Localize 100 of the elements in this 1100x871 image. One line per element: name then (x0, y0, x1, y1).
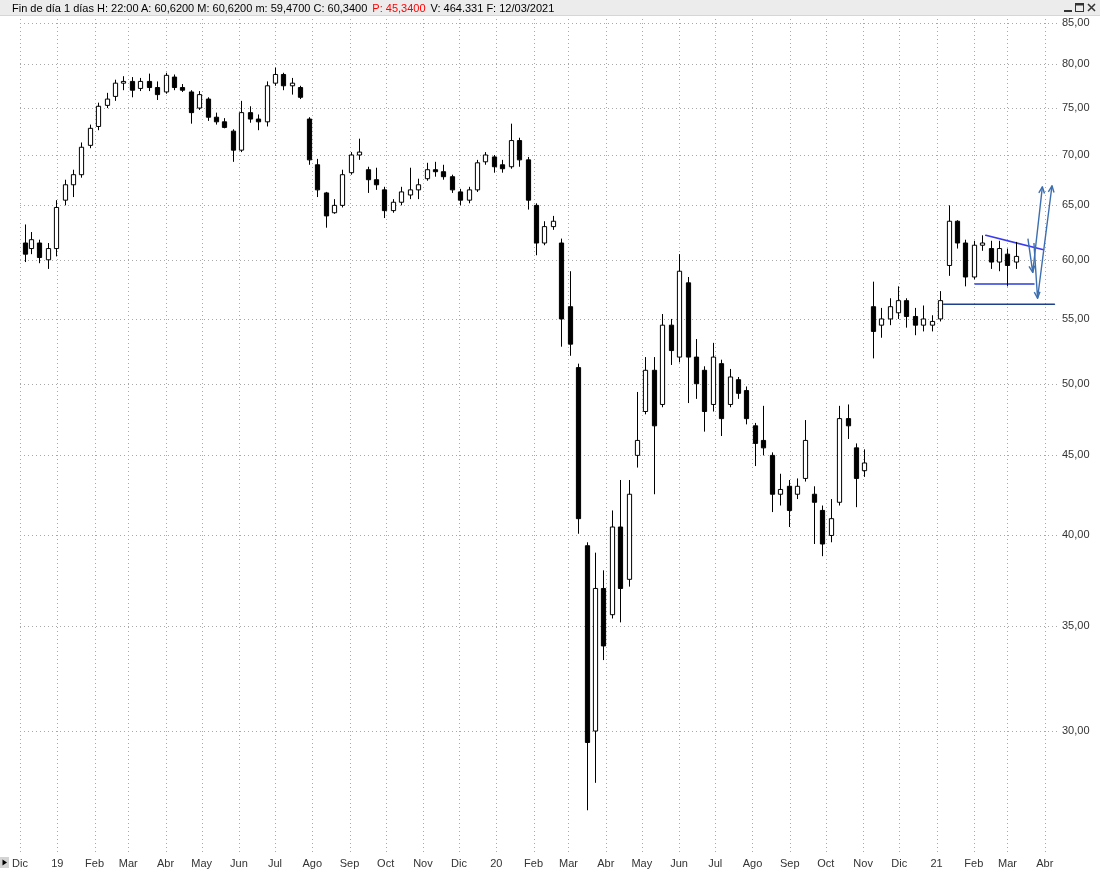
x-tick-label: Nov (853, 856, 874, 869)
candlestick (541, 220, 548, 246)
candlestick (836, 405, 843, 507)
candlestick (996, 240, 1003, 272)
candlestick (474, 159, 481, 193)
y-tick-label: 45,00 (1062, 448, 1090, 461)
candlestick (895, 285, 902, 320)
candlestick (550, 215, 557, 231)
y-tick-label: 70,00 (1062, 147, 1090, 160)
candlestick (600, 569, 607, 661)
candlestick (104, 92, 111, 109)
candlestick (264, 80, 271, 127)
candlestick (196, 90, 203, 111)
candlestick (499, 159, 506, 174)
candlestick (62, 179, 69, 206)
candlestick (339, 169, 346, 208)
candlestick (348, 151, 355, 176)
x-tick-label: 19 (51, 856, 64, 869)
candlestick (112, 79, 119, 102)
candlestick (853, 442, 860, 508)
y-tick-label: 60,00 (1062, 252, 1090, 265)
x-tick-label: Oct (377, 856, 395, 869)
candlestick (1013, 241, 1020, 270)
candlestick (592, 552, 599, 784)
x-tick-label: Jun (230, 856, 248, 869)
candlestick (95, 102, 102, 131)
candlestick (120, 75, 127, 91)
candlestick (272, 67, 279, 87)
candlestick (398, 186, 405, 206)
candlestick (769, 451, 776, 513)
candlestick (802, 419, 809, 483)
x-tick-label: May (191, 856, 213, 869)
x-tick-label: Ago (742, 856, 763, 869)
x-tick-label: Dic (891, 856, 908, 869)
candlestick (306, 116, 313, 166)
chart-subtitle: P: 45,3400 (372, 1, 426, 14)
x-tick-label: Abr (1036, 856, 1054, 869)
candlestick (297, 85, 304, 100)
candlestick (87, 124, 94, 149)
candlestick (129, 76, 136, 98)
candlestick (642, 356, 649, 415)
candlestick (718, 359, 725, 437)
y-tick-label: 85,00 (1062, 15, 1090, 28)
candlestick (887, 297, 894, 326)
candlestick (525, 156, 532, 211)
candlestick (954, 219, 961, 250)
candlestick (634, 391, 641, 469)
candlestick (617, 479, 624, 623)
candlestick (811, 485, 818, 545)
candlestick (685, 276, 692, 404)
candlestick (482, 151, 489, 166)
candlestick (735, 376, 742, 400)
x-tick-label: Mar (118, 856, 139, 869)
candlestick (390, 198, 397, 214)
candlestick (255, 113, 262, 131)
x-tick-label: Mar (558, 856, 579, 869)
candlestick (154, 80, 161, 101)
candlestick (794, 477, 801, 500)
candlestick (331, 198, 338, 215)
candlestick (381, 186, 388, 219)
x-tick-label: Sep (339, 856, 360, 869)
y-tick-label: 50,00 (1062, 376, 1090, 389)
candlestick (584, 541, 591, 811)
x-tick-label: Dic (451, 856, 468, 869)
text: V: 464.331 F: 12/03/2021 (430, 1, 555, 14)
x-tick-label: Dic (12, 856, 29, 869)
candlestick (53, 199, 60, 257)
candlestick (230, 128, 237, 163)
candlestick (710, 342, 717, 412)
candlestick (432, 161, 439, 178)
y-tick-label: 35,00 (1062, 619, 1090, 632)
candlestick (878, 307, 885, 339)
candlestick (870, 281, 877, 359)
x-tick-label: Nov (413, 856, 434, 869)
candlestick (743, 385, 750, 425)
candlestick (45, 242, 52, 270)
y-tick-label: 55,00 (1062, 311, 1090, 324)
candlestick (205, 96, 212, 122)
x-tick-label: Mar (998, 856, 1018, 869)
candlestick (247, 105, 254, 124)
candlestick (845, 403, 852, 440)
candlestick (516, 137, 523, 168)
candlestick (786, 479, 793, 528)
x-tick-label: Oct (817, 856, 835, 869)
x-tick-label: Feb (85, 856, 105, 869)
y-tick-label: 30,00 (1062, 723, 1090, 736)
candlestick (861, 448, 868, 478)
candlestick (567, 270, 574, 357)
candlestick (929, 314, 936, 332)
candlestick (971, 240, 978, 280)
candlestick (701, 365, 708, 433)
candlestick (659, 313, 666, 408)
candlestick (466, 186, 473, 204)
candlestick (323, 191, 330, 229)
candlestick (988, 240, 995, 270)
candlestick (179, 83, 186, 93)
x-tick-label: Abr (156, 856, 175, 869)
candlestick (449, 174, 456, 194)
candlestick (760, 405, 767, 456)
candlestick (440, 164, 447, 181)
